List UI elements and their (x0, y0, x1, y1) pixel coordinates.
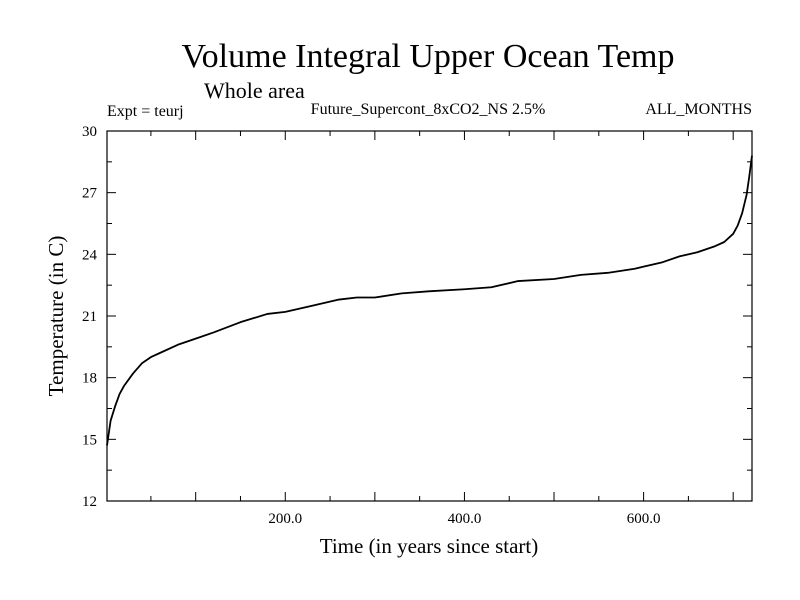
x-axis-label: Time (in years since start) (320, 534, 539, 558)
y-tick-label: 18 (82, 371, 97, 387)
y-tick-label: 30 (82, 124, 97, 140)
x-tick-label: 400.0 (448, 511, 482, 527)
y-tick-label: 21 (82, 309, 97, 325)
axis-tick-labels: 200.0 400.0 600.0 12 15 18 21 24 27 30 (82, 124, 660, 527)
header-experiment: Expt = teurj (107, 103, 184, 120)
y-tick-label: 15 (82, 432, 97, 448)
x-tick-label: 200.0 (268, 511, 302, 527)
y-tick-label: 27 (82, 186, 98, 202)
header-months: ALL_MONTHS (645, 101, 752, 118)
y-tick-label: 24 (82, 247, 98, 263)
y-tick-label: 12 (82, 494, 97, 510)
y-axis-label: Temperature (in C) (44, 236, 68, 397)
header-run-name: Future_Supercont_8xCO2_NS 2.5% (311, 101, 546, 118)
chart-subtitle: Whole area (204, 78, 305, 103)
axis-ticks (107, 130, 752, 502)
series-line-temperature (106, 155, 753, 446)
x-tick-label: 600.0 (627, 511, 661, 527)
chart-title: Volume Integral Upper Ocean Temp (182, 38, 675, 75)
plot-frame (106, 130, 753, 502)
